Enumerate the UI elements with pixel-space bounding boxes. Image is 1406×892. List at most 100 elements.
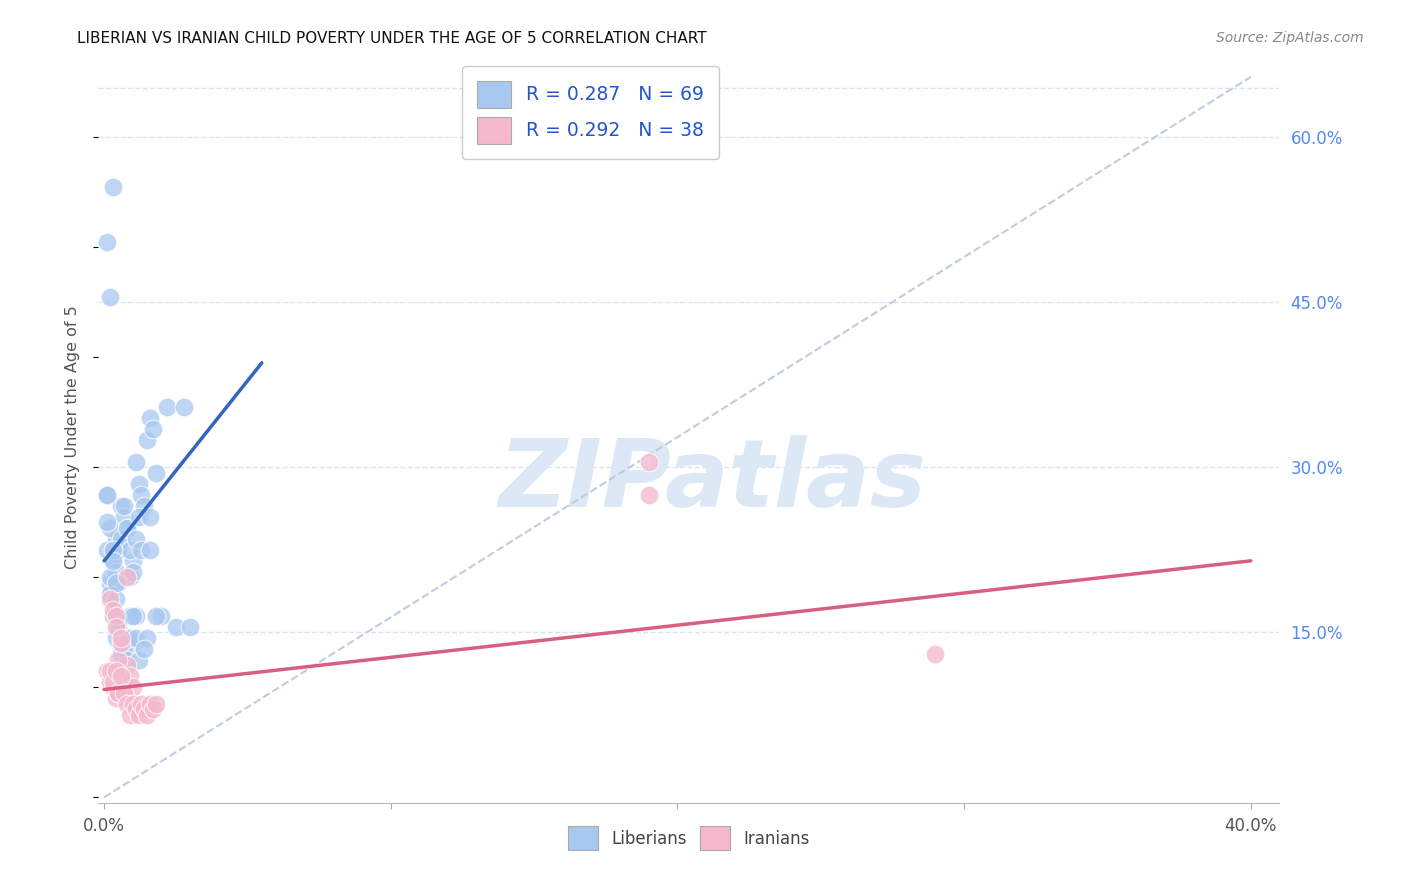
Point bbox=[139, 410, 162, 425]
Point bbox=[121, 608, 143, 623]
Point bbox=[150, 608, 173, 623]
Point bbox=[101, 179, 124, 194]
Y-axis label: Child Poverty Under the Age of 5: Child Poverty Under the Age of 5 bbox=[65, 305, 80, 569]
Point bbox=[125, 532, 148, 546]
Point bbox=[118, 570, 141, 584]
Point bbox=[96, 488, 118, 502]
Point bbox=[134, 702, 156, 716]
Point bbox=[112, 641, 135, 656]
Point bbox=[96, 664, 118, 678]
Point bbox=[107, 686, 129, 700]
Point bbox=[107, 653, 129, 667]
Point bbox=[101, 681, 124, 695]
Point bbox=[110, 641, 132, 656]
Point bbox=[104, 631, 127, 645]
Point bbox=[128, 509, 150, 524]
Point bbox=[121, 554, 143, 568]
Point bbox=[101, 554, 124, 568]
Point bbox=[131, 542, 153, 557]
Point bbox=[112, 686, 135, 700]
Point bbox=[118, 707, 141, 722]
Point bbox=[128, 653, 150, 667]
Point bbox=[118, 608, 141, 623]
Point bbox=[118, 631, 141, 645]
Point bbox=[121, 565, 143, 579]
Text: ZIPatlas: ZIPatlas bbox=[499, 435, 927, 527]
Point bbox=[110, 669, 132, 683]
Point bbox=[98, 575, 121, 590]
Point bbox=[142, 702, 165, 716]
Point bbox=[112, 509, 135, 524]
Point bbox=[104, 592, 127, 607]
Point bbox=[637, 488, 659, 502]
Point bbox=[136, 707, 159, 722]
Point bbox=[104, 565, 127, 579]
Point bbox=[139, 509, 162, 524]
Text: Source: ZipAtlas.com: Source: ZipAtlas.com bbox=[1216, 31, 1364, 45]
Point bbox=[145, 466, 167, 480]
Point bbox=[136, 631, 159, 645]
Point bbox=[104, 691, 127, 706]
Point bbox=[107, 575, 129, 590]
Point bbox=[134, 499, 156, 513]
Point bbox=[104, 575, 127, 590]
Point bbox=[112, 499, 135, 513]
Point bbox=[128, 707, 150, 722]
Point bbox=[142, 422, 165, 436]
Point bbox=[107, 542, 129, 557]
Point bbox=[98, 290, 121, 304]
Point bbox=[125, 631, 148, 645]
Point bbox=[115, 653, 138, 667]
Point bbox=[115, 697, 138, 711]
Point bbox=[101, 603, 124, 617]
Point bbox=[121, 697, 143, 711]
Point bbox=[110, 532, 132, 546]
Point bbox=[118, 542, 141, 557]
Point bbox=[112, 681, 135, 695]
Point bbox=[101, 608, 124, 623]
Point bbox=[134, 641, 156, 656]
Point bbox=[110, 631, 132, 645]
Point bbox=[136, 433, 159, 447]
Point bbox=[179, 620, 201, 634]
Point bbox=[115, 570, 138, 584]
Point bbox=[107, 620, 129, 634]
Point bbox=[165, 620, 187, 634]
Point bbox=[125, 455, 148, 469]
Point bbox=[104, 620, 127, 634]
Point bbox=[110, 499, 132, 513]
Point bbox=[98, 592, 121, 607]
Point bbox=[115, 658, 138, 673]
Point bbox=[115, 521, 138, 535]
Point bbox=[139, 542, 162, 557]
Point bbox=[96, 235, 118, 249]
Point bbox=[101, 542, 124, 557]
Point bbox=[104, 608, 127, 623]
Point bbox=[98, 570, 121, 584]
Point bbox=[107, 615, 129, 629]
Point bbox=[156, 400, 179, 414]
Text: LIBERIAN VS IRANIAN CHILD POVERTY UNDER THE AGE OF 5 CORRELATION CHART: LIBERIAN VS IRANIAN CHILD POVERTY UNDER … bbox=[77, 31, 707, 46]
Point bbox=[107, 686, 129, 700]
Point bbox=[145, 608, 167, 623]
Point bbox=[98, 587, 121, 601]
Point bbox=[125, 608, 148, 623]
Point bbox=[110, 636, 132, 650]
Point bbox=[115, 631, 138, 645]
Point bbox=[96, 488, 118, 502]
Point bbox=[125, 702, 148, 716]
Point bbox=[96, 542, 118, 557]
Legend: Liberians, Iranians: Liberians, Iranians bbox=[561, 820, 817, 856]
Point bbox=[110, 648, 132, 662]
Point bbox=[115, 521, 138, 535]
Point bbox=[101, 542, 124, 557]
Point bbox=[104, 664, 127, 678]
Point bbox=[131, 488, 153, 502]
Point bbox=[110, 674, 132, 689]
Point bbox=[98, 674, 121, 689]
Point bbox=[139, 697, 162, 711]
Point bbox=[121, 681, 143, 695]
Point bbox=[104, 532, 127, 546]
Point bbox=[101, 554, 124, 568]
Point bbox=[173, 400, 195, 414]
